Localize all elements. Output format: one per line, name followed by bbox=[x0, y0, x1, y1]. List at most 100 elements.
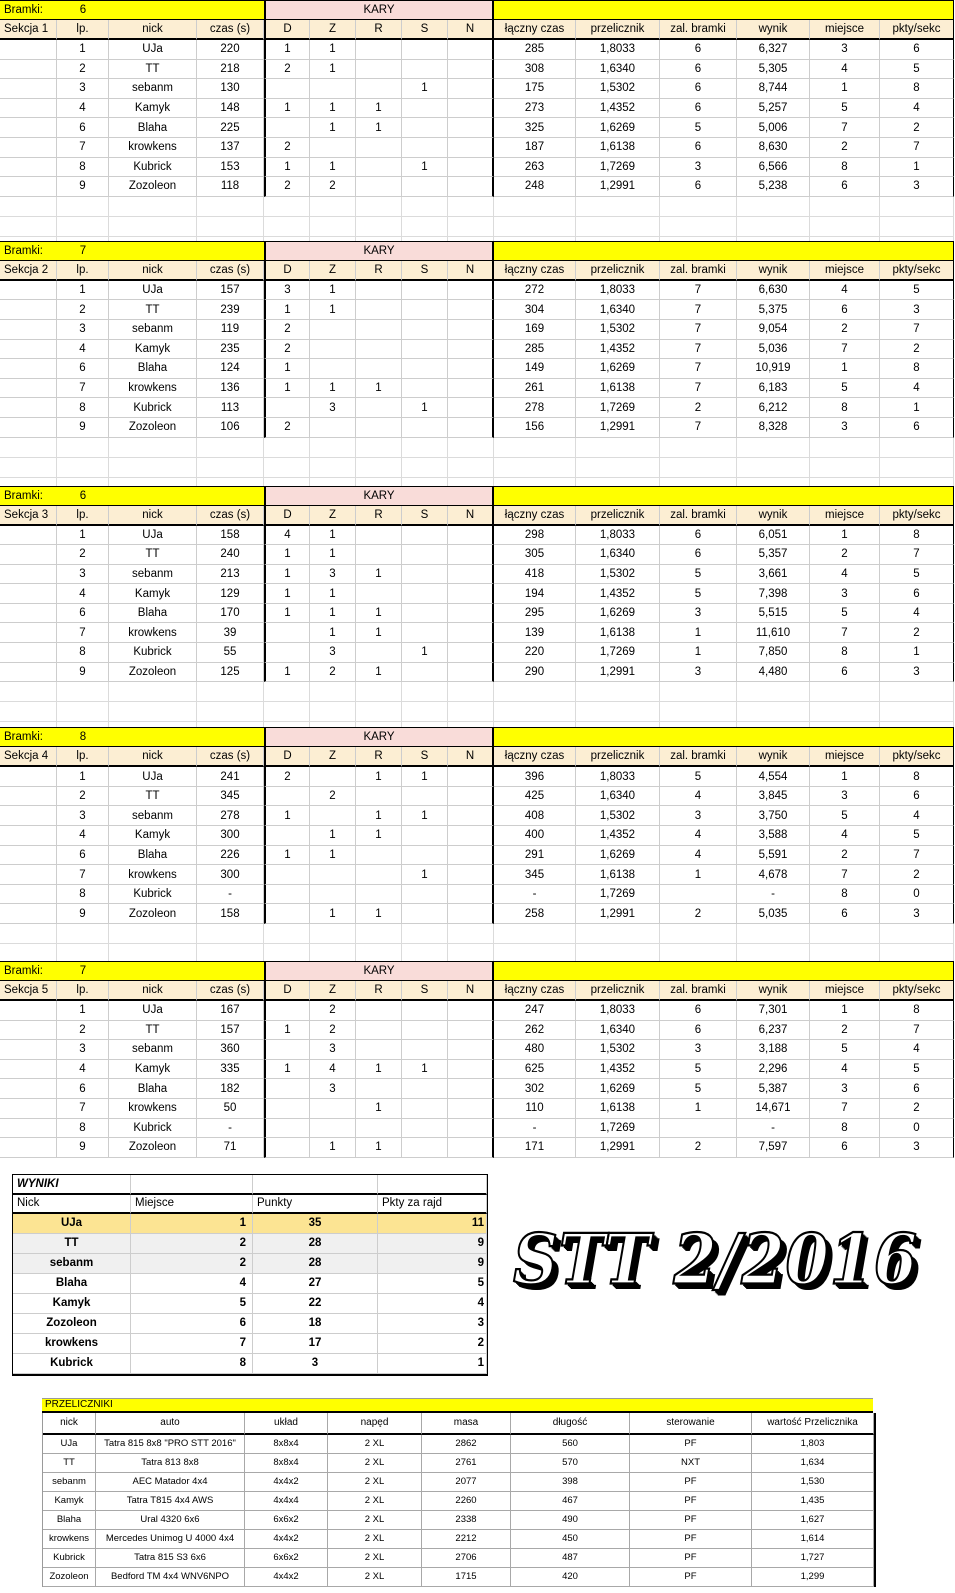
przeliczniki-cell-4[interactable]: 2338 bbox=[422, 1510, 511, 1530]
row-cell-czas[interactable]: 50 bbox=[197, 1098, 264, 1119]
row-cell-d[interactable] bbox=[264, 398, 310, 418]
column-header-z[interactable]: Z bbox=[310, 747, 356, 768]
row-cell-r[interactable] bbox=[356, 1001, 402, 1021]
przeliczniki-cell-1[interactable]: Bedford TM 4x4 WNV6NPO bbox=[96, 1567, 245, 1587]
row-cell-nick[interactable]: Zozoleon bbox=[109, 904, 197, 924]
row-cell-n[interactable] bbox=[448, 378, 494, 399]
przeliczniki-cell-3[interactable]: 2 XL bbox=[328, 1548, 422, 1568]
row-cell-wynik[interactable]: 6,051 bbox=[737, 525, 810, 546]
bramki-count[interactable]: 6 bbox=[57, 485, 109, 506]
column-header-d[interactable]: D bbox=[264, 747, 310, 768]
wyniki-cell-miejsce[interactable]: 2 bbox=[131, 1233, 253, 1254]
row-cell-laczny[interactable]: 110 bbox=[494, 1098, 576, 1119]
przeliczniki-cell-3[interactable]: 2 XL bbox=[328, 1510, 422, 1530]
row-cell-r[interactable] bbox=[356, 79, 402, 99]
row-cell-d[interactable]: 1 bbox=[264, 300, 310, 320]
row-cell-nick[interactable]: krowkens bbox=[109, 623, 197, 644]
row-cell-lp[interactable]: 4 bbox=[57, 584, 109, 604]
row-cell-s[interactable] bbox=[402, 904, 448, 924]
row-cell-wynik[interactable]: 5,238 bbox=[737, 177, 810, 197]
row-cell-s[interactable]: 1 bbox=[402, 398, 448, 418]
wyniki-cell-rajd[interactable]: 3 bbox=[378, 1313, 487, 1334]
row-cell-d[interactable]: 2 bbox=[264, 319, 310, 340]
row-cell-d[interactable]: 1 bbox=[264, 157, 310, 178]
row-cell-d[interactable]: 3 bbox=[264, 280, 310, 301]
row-cell-miejsce[interactable]: 6 bbox=[810, 662, 880, 683]
row-cell-r[interactable]: 1 bbox=[356, 1138, 402, 1158]
row-cell-zal[interactable] bbox=[660, 884, 737, 905]
column-header-r[interactable]: R bbox=[356, 20, 402, 40]
row-cell-zal[interactable]: 4 bbox=[660, 845, 737, 866]
wyniki-cell-miejsce[interactable]: 8 bbox=[131, 1353, 253, 1374]
row-cell-przelicznik[interactable]: 1,6269 bbox=[576, 1079, 660, 1099]
row-cell-s[interactable] bbox=[402, 137, 448, 158]
row-cell-s[interactable] bbox=[402, 845, 448, 866]
row-cell-nick[interactable]: Blaha bbox=[109, 845, 197, 866]
row-cell-z[interactable]: 1 bbox=[310, 157, 356, 178]
przeliczniki-cell-0[interactable]: TT bbox=[43, 1453, 96, 1473]
wyniki-cell-miejsce[interactable]: 6 bbox=[131, 1313, 253, 1334]
row-cell-lp[interactable]: 4 bbox=[57, 1059, 109, 1080]
row-cell-n[interactable] bbox=[448, 1079, 494, 1099]
row-cell-z[interactable]: 2 bbox=[310, 177, 356, 197]
row-cell-z[interactable]: 1 bbox=[310, 40, 356, 60]
row-cell-miejsce[interactable]: 7 bbox=[810, 865, 880, 885]
row-cell-laczny[interactable]: 261 bbox=[494, 378, 576, 399]
column-header-pkty[interactable]: pkty/sekc bbox=[880, 981, 954, 1001]
row-cell-s[interactable] bbox=[402, 1079, 448, 1099]
przeliczniki-cell-6[interactable]: PF bbox=[630, 1491, 752, 1511]
przeliczniki-title[interactable]: PRZELICZNIKI bbox=[42, 1397, 873, 1413]
row-cell-zal[interactable]: 5 bbox=[660, 767, 737, 787]
row-cell-s[interactable] bbox=[402, 300, 448, 320]
row-cell-przelicznik[interactable]: 1,6269 bbox=[576, 118, 660, 138]
row-cell-pkty[interactable]: 6 bbox=[880, 417, 954, 438]
row-cell-n[interactable] bbox=[448, 545, 494, 565]
row-cell-r[interactable] bbox=[356, 177, 402, 197]
row-cell-wynik[interactable]: 5,305 bbox=[737, 59, 810, 80]
przeliczniki-cell-5[interactable]: 487 bbox=[511, 1548, 630, 1568]
row-cell-przelicznik[interactable]: 1,6340 bbox=[576, 1020, 660, 1041]
row-cell-n[interactable] bbox=[448, 623, 494, 644]
row-cell-przelicznik[interactable]: 1,4352 bbox=[576, 826, 660, 846]
row-cell-czas[interactable]: 278 bbox=[197, 806, 264, 827]
row-cell-s[interactable] bbox=[402, 319, 448, 340]
row-cell-z[interactable]: 1 bbox=[310, 826, 356, 846]
row-cell-przelicznik[interactable]: 1,6138 bbox=[576, 378, 660, 399]
przeliczniki-column-header-5[interactable]: długość bbox=[511, 1412, 630, 1435]
row-cell-przelicznik[interactable]: 1,2991 bbox=[576, 1138, 660, 1158]
row-cell-s[interactable] bbox=[402, 280, 448, 301]
row-cell-s[interactable] bbox=[402, 177, 448, 197]
column-header-lp[interactable]: lp. bbox=[57, 260, 109, 281]
row-cell-przelicznik[interactable]: 1,5302 bbox=[576, 319, 660, 340]
przeliczniki-cell-4[interactable]: 2862 bbox=[422, 1434, 511, 1454]
row-cell-pkty[interactable]: 7 bbox=[880, 319, 954, 340]
row-cell-laczny[interactable]: 248 bbox=[494, 177, 576, 197]
row-cell-miejsce[interactable]: 1 bbox=[810, 525, 880, 546]
przeliczniki-cell-6[interactable]: NXT bbox=[630, 1453, 752, 1473]
row-cell-laczny[interactable]: 345 bbox=[494, 865, 576, 885]
przeliczniki-cell-6[interactable]: PF bbox=[630, 1548, 752, 1568]
row-cell-wynik[interactable]: 5,515 bbox=[737, 603, 810, 624]
przeliczniki-cell-3[interactable]: 2 XL bbox=[328, 1472, 422, 1492]
row-cell-wynik[interactable]: 6,212 bbox=[737, 398, 810, 418]
row-cell-nick[interactable]: Kamyk bbox=[109, 98, 197, 119]
row-cell-zal[interactable]: 7 bbox=[660, 319, 737, 340]
row-cell-r[interactable] bbox=[356, 545, 402, 565]
row-cell-lp[interactable]: 1 bbox=[57, 280, 109, 301]
row-cell-wynik[interactable]: 3,750 bbox=[737, 806, 810, 827]
row-cell-r[interactable] bbox=[356, 319, 402, 340]
row-cell-pkty[interactable]: 8 bbox=[880, 79, 954, 99]
row-cell-nick[interactable]: krowkens bbox=[109, 1098, 197, 1119]
przeliczniki-cell-3[interactable]: 2 XL bbox=[328, 1529, 422, 1549]
row-cell-laczny[interactable]: - bbox=[494, 1118, 576, 1139]
przeliczniki-cell-0[interactable]: UJa bbox=[43, 1434, 96, 1454]
column-header-nick[interactable]: nick bbox=[109, 747, 197, 768]
przeliczniki-column-header-2[interactable]: układ bbox=[245, 1412, 328, 1435]
row-cell-czas[interactable]: 235 bbox=[197, 339, 264, 360]
row-cell-s[interactable] bbox=[402, 584, 448, 604]
przeliczniki-cell-3[interactable]: 2 XL bbox=[328, 1567, 422, 1587]
row-cell-nick[interactable]: TT bbox=[109, 786, 197, 807]
row-cell-s[interactable] bbox=[402, 564, 448, 585]
bramki-count[interactable]: 7 bbox=[57, 961, 109, 981]
row-cell-nick[interactable]: Kubrick bbox=[109, 643, 197, 663]
